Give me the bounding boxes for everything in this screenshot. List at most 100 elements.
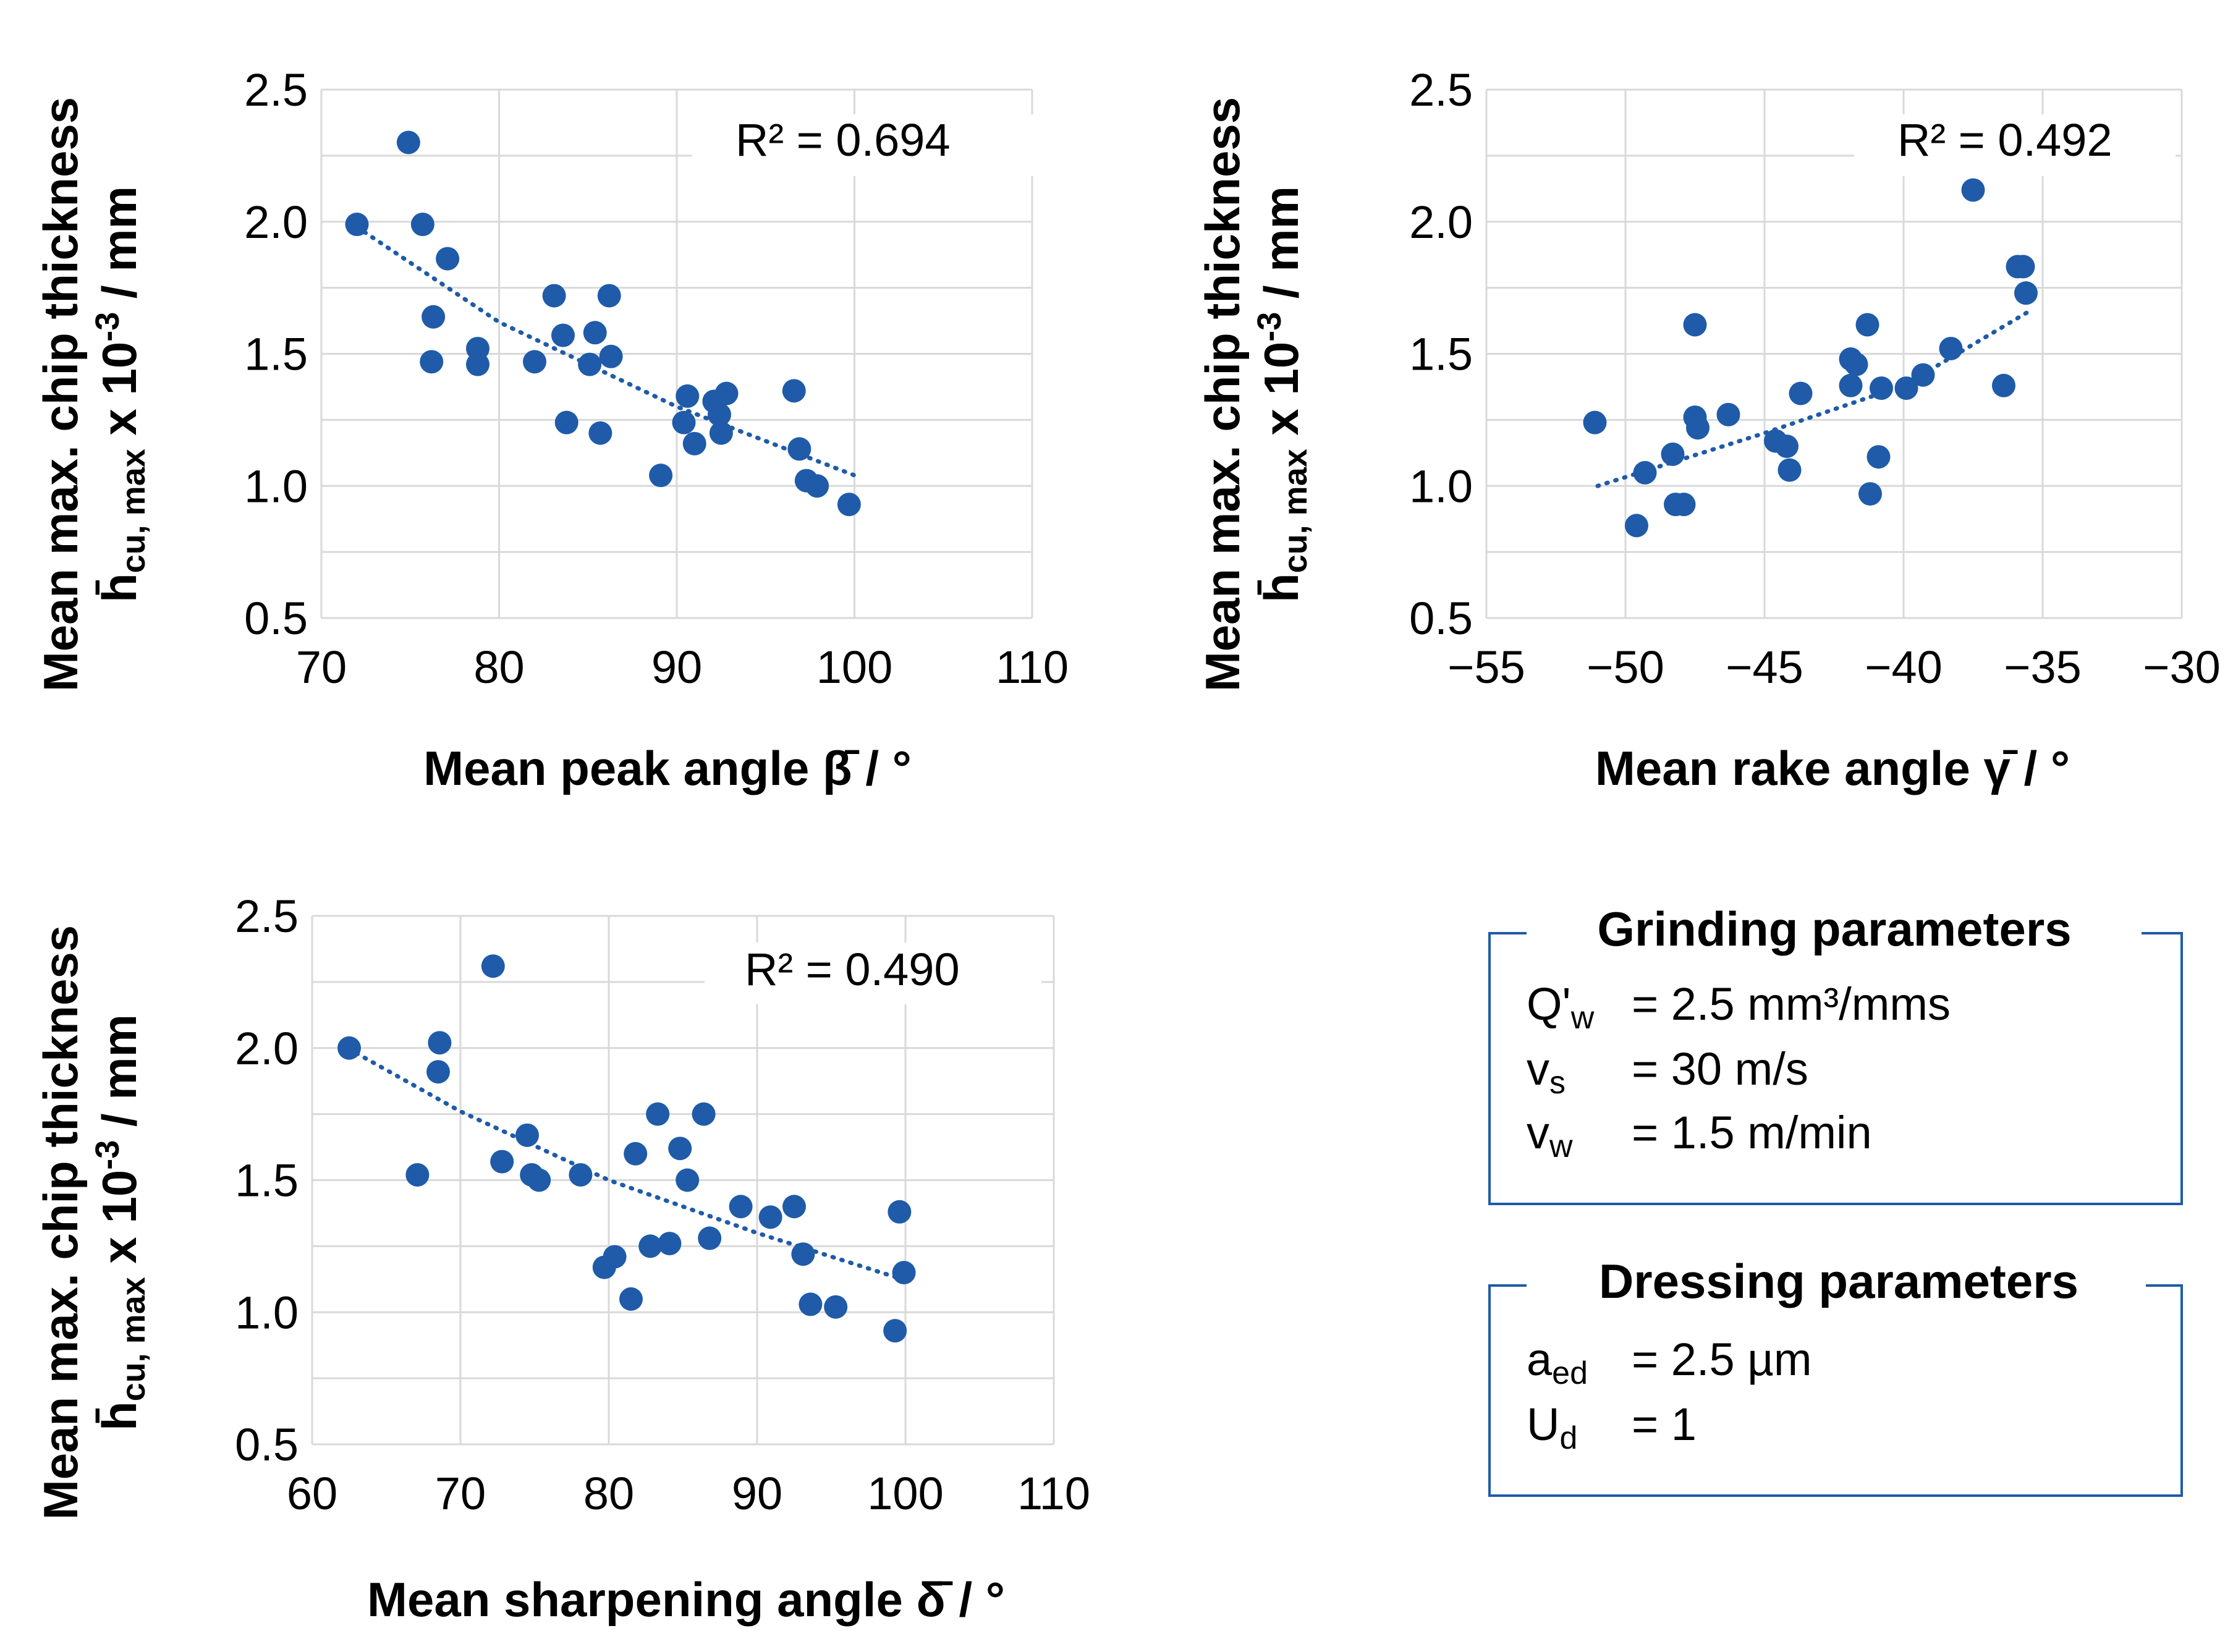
data-point-peak: [709, 421, 733, 445]
y-axis-title-line1-rake: Mean max. chip thickness: [1195, 97, 1250, 692]
x-axis-title-sharpening: Mean sharpening angle δ̄ / °: [367, 1572, 1005, 1627]
y-tick-label-peak: 2.5: [244, 64, 308, 116]
data-point-rake: [1855, 313, 1879, 337]
data-point-sharpening: [883, 1319, 907, 1343]
grinding-row-vw-symbol: v: [1527, 1107, 1549, 1158]
data-point-peak: [837, 493, 861, 517]
data-point-peak: [436, 247, 460, 271]
data-point-rake: [1866, 445, 1891, 469]
r2-background-sharpening: [705, 942, 1041, 1004]
dressing-box-frame: [1488, 1284, 2183, 1497]
x-tick-label-sharpening: 80: [583, 1468, 634, 1519]
data-point-rake: [1633, 460, 1657, 485]
grinding-box-title: Grinding parameters: [1597, 902, 2071, 956]
y-times-rake: x 10: [1254, 342, 1308, 449]
y-unit-rake: / mm: [1254, 186, 1308, 312]
data-point-rake: [1625, 514, 1648, 538]
y-superscript-sharpening: -3: [89, 1140, 126, 1170]
data-point-peak: [597, 284, 621, 308]
y-tick-label-peak: 2.0: [244, 197, 308, 248]
grinding-row-vs-symbol: v: [1527, 1043, 1549, 1095]
dressing-row-aed-value: = 2.5 µm: [1632, 1334, 1811, 1385]
data-point-sharpening: [428, 1031, 452, 1055]
x-tick-label-rake: −50: [1587, 642, 1664, 693]
data-point-rake: [1789, 381, 1813, 405]
data-point-peak: [583, 321, 607, 345]
points-rake: [1583, 178, 2038, 538]
data-point-peak: [599, 344, 623, 368]
dressing-box-title: Dressing parameters: [1599, 1254, 2078, 1308]
x-axis-title-rake: Mean rake angle γ̄ / °: [1595, 741, 2070, 795]
grinding-row-vs: vs: [1527, 1043, 1566, 1101]
data-point-sharpening: [799, 1292, 823, 1316]
data-point-rake: [1844, 352, 1868, 376]
dressing-row-ud-value: = 1: [1632, 1399, 1697, 1450]
data-point-peak: [782, 379, 806, 403]
x-tick-label-sharpening: 70: [435, 1468, 486, 1519]
data-point-sharpening: [490, 1150, 514, 1174]
points-peak: [345, 130, 861, 517]
data-point-peak: [396, 130, 420, 155]
data-point-sharpening: [646, 1102, 670, 1126]
data-point-rake: [1894, 376, 1918, 400]
dressing-row-ud-symbol: U: [1527, 1399, 1559, 1450]
grinding-box-frame: [1488, 932, 2183, 1205]
data-point-peak: [466, 352, 489, 376]
x-tick-label-rake: −55: [1447, 642, 1525, 693]
data-point-rake: [1672, 493, 1696, 517]
x-tick-label-rake: −45: [1726, 642, 1803, 693]
grinding-row-q-symbol: Q': [1527, 978, 1571, 1030]
trendline-rake: [1595, 309, 2031, 488]
yticks-peak: 0.5 1.0 1.5 2.0 2.5: [244, 64, 308, 644]
x-tick-label-rake: −40: [1865, 642, 1943, 693]
y-symbol-rake: h̄: [1254, 573, 1308, 603]
data-point-sharpening: [426, 1060, 450, 1084]
y-unit-sharpening: / mm: [92, 1014, 146, 1140]
y-axis-title-line2-rake: h̄cu, max x 10-3 / mm: [1251, 186, 1314, 603]
x-axis-title-peak: Mean peak angle β̄ / °: [423, 741, 912, 795]
data-point-sharpening: [729, 1195, 753, 1219]
points-sharpening: [337, 954, 916, 1343]
r2-background-rake: [1854, 114, 2176, 176]
dressing-parameters-box: Dressing parameters aed = 2.5 µm Ud = 1: [1488, 1254, 2183, 1497]
grinding-row-q: Q'w: [1527, 978, 1595, 1036]
xticks-sharpening: 60 70 80 90 100 110: [287, 1468, 1090, 1519]
data-point-rake: [1686, 416, 1710, 440]
data-point-peak: [682, 431, 706, 455]
y-tick-label-rake: 1.0: [1409, 460, 1473, 512]
x-tick-label-sharpening: 100: [867, 1468, 943, 1519]
x-tick-label-peak: 110: [996, 642, 1069, 693]
data-point-sharpening: [527, 1168, 551, 1192]
data-point-rake: [1583, 410, 1607, 434]
data-point-sharpening: [892, 1261, 916, 1285]
data-point-peak: [554, 410, 578, 434]
data-point-sharpening: [888, 1200, 912, 1224]
data-point-sharpening: [676, 1168, 700, 1192]
data-point-rake: [1778, 458, 1802, 482]
data-point-sharpening: [668, 1137, 692, 1161]
y-tick-label-rake: 2.0: [1409, 197, 1473, 248]
xticks-peak: 70 80 90 100 110: [296, 642, 1069, 693]
x-tick-label-peak: 90: [651, 642, 702, 693]
data-point-sharpening: [824, 1295, 848, 1319]
y-unit-peak: / mm: [92, 186, 146, 312]
data-point-peak: [578, 352, 602, 376]
data-point-rake: [2011, 255, 2035, 279]
y-axis-title-line2-sharpening: h̄cu, max x 10-3 / mm: [89, 1014, 152, 1431]
y-tick-label-sharpening: 1.0: [235, 1287, 299, 1338]
data-point-rake: [1858, 482, 1882, 506]
y-tick-label-peak: 0.5: [244, 593, 308, 644]
dressing-row-aed-symbol: a: [1527, 1334, 1553, 1385]
data-point-peak: [588, 421, 612, 445]
data-point-rake: [1839, 373, 1863, 397]
data-point-sharpening: [791, 1242, 815, 1266]
y-tick-label-sharpening: 1.5: [235, 1155, 299, 1206]
x-tick-label-peak: 70: [296, 642, 347, 693]
data-point-sharpening: [692, 1102, 716, 1126]
x-tick-label-rake: −35: [2004, 642, 2082, 693]
dressing-row-aed-sub: ed: [1552, 1355, 1588, 1391]
data-point-sharpening: [405, 1163, 430, 1187]
trendline-path-sharpening: [354, 1051, 900, 1281]
y-axis-title-rake: Mean max. chip thickness h̄cu, max x 10-…: [1195, 97, 1314, 692]
chart-rake-angle: −55 −50 −45 −40 −35 −30 0.5 1.0 1.5 2.0 2.5 R² = …: [1195, 64, 2221, 795]
